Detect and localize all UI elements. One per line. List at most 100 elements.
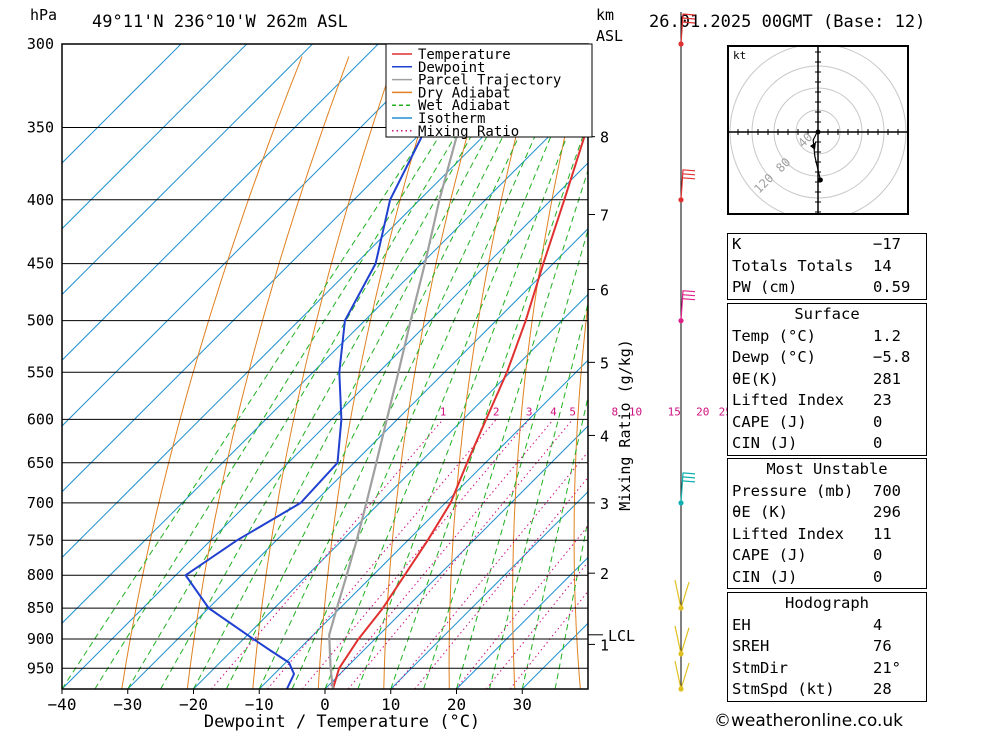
panel-row-label: CIN (J): [732, 434, 798, 452]
pressure-tick-label: 550: [27, 363, 54, 381]
wet-adiabat-line: [160, 56, 517, 689]
wind-barb: [674, 579, 690, 609]
wind-barb-flag: [682, 290, 696, 293]
skewt-diagram: 3003504004505005506006507007508008509009…: [27, 12, 727, 732]
mixing-ratio-line: [327, 419, 554, 689]
x-tick-label: −40: [48, 695, 77, 714]
dry-adiabat-line: [634, 57, 678, 690]
wind-barb: [680, 290, 696, 321]
wet-adiabat-line: [258, 56, 557, 689]
panel-row-value: 0.59: [873, 278, 911, 296]
isotherm-line: [258, 359, 588, 689]
mixing-ratio-label: 15: [668, 405, 681, 418]
wind-barb-flag: [682, 13, 696, 16]
panel-row-value: 296: [873, 503, 901, 521]
panel-row: Lifted Index 11: [728, 524, 926, 546]
mixing-ratio-label: 20: [696, 405, 709, 418]
panel-row-value: 21°: [873, 658, 901, 677]
km-tick-label: 5: [600, 354, 609, 372]
wind-barb-flag: [682, 294, 696, 297]
wet-adiabat-line: [225, 56, 544, 689]
wind-barb-flag: [682, 177, 696, 180]
panel-row: PW (cm) 0.59: [728, 277, 926, 299]
x-tick-label: 20: [447, 695, 466, 714]
panel-row: Lifted Index 23: [728, 390, 926, 412]
mixing-ratio-line: [301, 419, 530, 689]
wind-barb-staff: [680, 169, 684, 200]
wind-barb-staff: [680, 662, 690, 690]
hodograph-unit: kt: [733, 49, 746, 62]
panel-row: CAPE (J) 0: [728, 412, 926, 434]
isotherm-line: [62, 44, 182, 164]
panel-row: EH 4: [728, 615, 926, 637]
panel-title: Most Unstable: [766, 460, 888, 478]
temperature-line: [331, 122, 588, 689]
wind-barb-flag: [682, 476, 696, 479]
wind-barb: [674, 660, 690, 690]
pressure-tick-label: 350: [27, 118, 54, 136]
panel-row-label: CIN (J): [732, 567, 798, 586]
pressure-tick-label: 450: [27, 255, 54, 273]
panel-row-label: Lifted Index: [732, 524, 844, 543]
dry-adiabat-line: [691, 57, 724, 690]
wet-adiabat-line: [521, 394, 588, 689]
isotherm-line: [62, 44, 576, 559]
km-tick-label: 1: [600, 636, 609, 654]
panel-row-label: Dewp (°C): [732, 348, 816, 366]
height-unit-label: km: [596, 6, 615, 24]
hodograph-point: [817, 177, 823, 183]
isotherm-line: [62, 44, 511, 493]
wind-barb: [680, 169, 696, 200]
panel-row: θE (K) 296: [728, 502, 926, 524]
panel-row-value: 1.2: [873, 326, 901, 345]
panel-row-label: EH: [732, 615, 751, 634]
panel-row-label: θE(K): [732, 369, 779, 388]
legend-label-parcel-trajectory: Parcel Trajectory: [418, 73, 561, 89]
parcel-trajectory-line: [328, 44, 485, 689]
km-tick-label: 2: [600, 565, 609, 583]
x-tick-label: 0: [320, 695, 330, 714]
panel-title: Hodograph: [785, 594, 869, 612]
pressure-tick-label: 600: [27, 410, 54, 428]
mixing-ratio-line: [210, 419, 444, 689]
hodograph-ring-label: 120: [751, 171, 776, 196]
copyright: ©weatheronline.co.uk: [714, 711, 904, 731]
panel-row-value: 0: [873, 567, 883, 586]
isotherm-line: [62, 44, 445, 427]
panel-row-value: 14: [873, 256, 892, 275]
pressure-tick-label: 950: [27, 659, 54, 677]
lcl-label: LCL: [608, 627, 635, 645]
wind-barb-staff: [680, 581, 690, 609]
panel-row-value: 11: [873, 524, 892, 543]
mixing-ratio-label: 10: [629, 405, 642, 418]
wind-barb: [674, 625, 690, 655]
wind-barb-flag: [682, 298, 696, 301]
panel-row-label: Temp (°C): [732, 326, 816, 345]
pressure-tick-label: 650: [27, 454, 54, 472]
isotherm-line: [62, 44, 313, 296]
panel-row-label: SREH: [732, 637, 770, 655]
wet-adiabat-line: [390, 119, 588, 689]
dry-adiabat-line: [383, 56, 491, 689]
isotherm-line: [324, 425, 588, 689]
km-tick-label: 6: [600, 281, 609, 299]
wet-adiabat-line: [291, 56, 571, 689]
pressure-tick-label: 900: [27, 630, 54, 648]
legend-label-dewpoint: Dewpoint: [418, 60, 485, 76]
panel-row-label: StmSpd (kt): [732, 680, 835, 698]
dry-adiabat-line: [121, 56, 303, 689]
panel-row-value: 0: [873, 412, 883, 431]
surface-panel: Surface Temp (°C) 1.2 Dewp (°C) −5.8 θE(K) 281…: [727, 303, 927, 456]
isotherm-line: [62, 44, 248, 230]
panel-row-label: Lifted Index: [732, 391, 844, 409]
panel-row-value: 23: [873, 391, 892, 409]
pressure-tick-label: 800: [27, 566, 54, 584]
mixing-ratio-label: 5: [569, 405, 576, 418]
isotherm-line: [62, 44, 379, 361]
pressure-tick-label: 300: [27, 35, 54, 53]
mixing-ratio-label: 2: [493, 405, 500, 418]
isotherm-line: [62, 162, 588, 689]
mixing-ratio-axis-label: Mixing Ratio (g/kg): [616, 339, 634, 511]
panel-row: SREH 76: [728, 636, 926, 658]
